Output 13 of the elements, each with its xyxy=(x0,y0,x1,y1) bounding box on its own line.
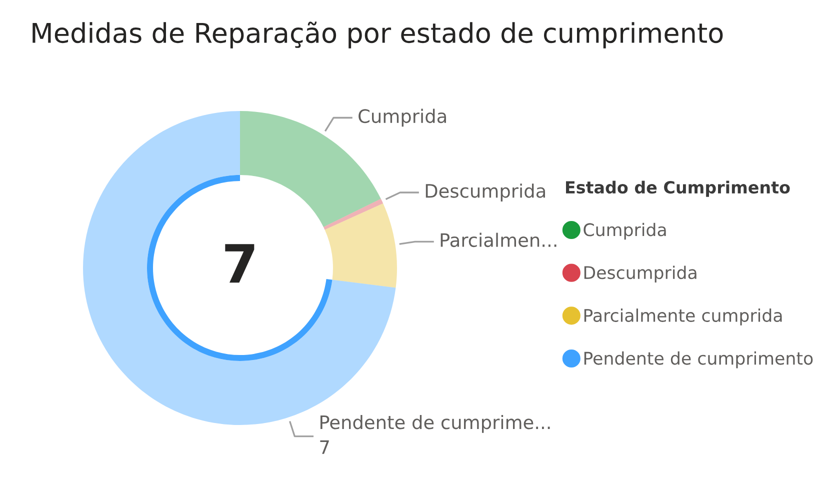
data-label: Descumprida xyxy=(426,184,545,202)
legend-title: Estado de Cumprimento xyxy=(566,180,790,197)
legend-label: Descumprida xyxy=(584,266,696,283)
chart-title: Medidas de Reparação por estado de cumprimento xyxy=(32,22,723,48)
legend-label: Parcialmente cumprida xyxy=(584,308,782,326)
data-label: Cumprida xyxy=(358,108,446,127)
data-label: Pendente de cumprime... 7 xyxy=(320,414,550,454)
text: 7 xyxy=(225,244,254,283)
legend-label: Pendente de cumprimento xyxy=(584,351,813,368)
legend-label: Cumprida xyxy=(584,222,666,240)
donut-slice xyxy=(323,198,384,230)
data-label: Parcialmen... xyxy=(440,232,556,248)
donut-slice xyxy=(324,203,397,288)
